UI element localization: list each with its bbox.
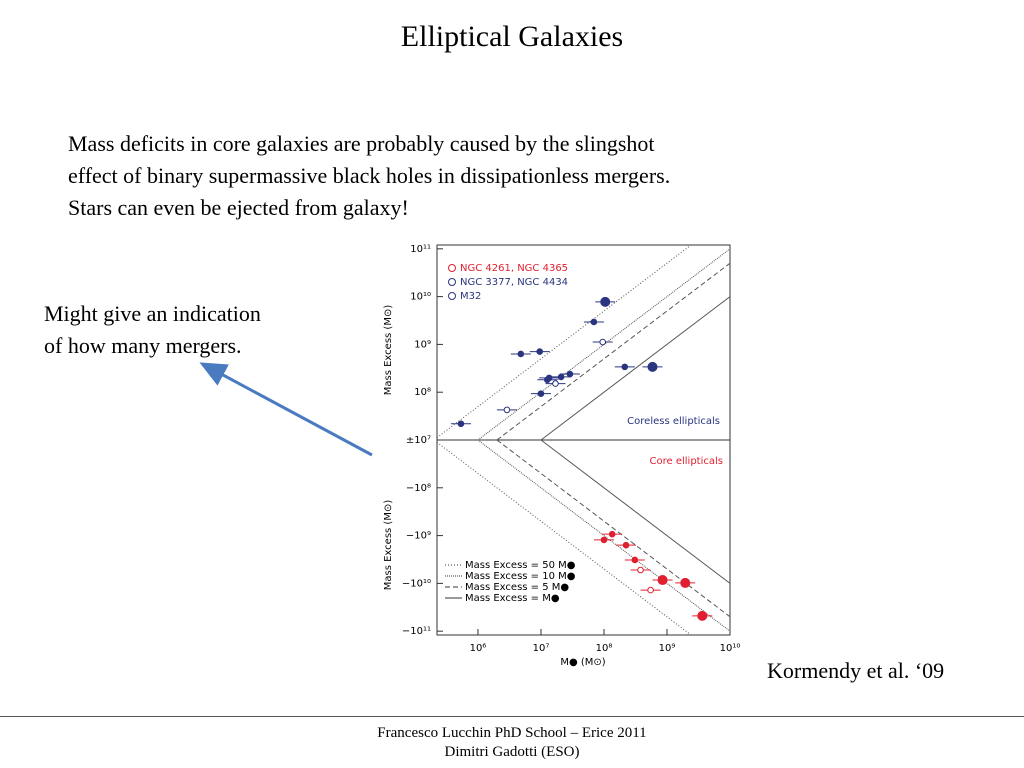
footer: Francesco Lucchin PhD School – Erice 201…	[0, 724, 1024, 762]
line: of how many mergers.	[44, 333, 242, 358]
note: Might give an indication of how many mer…	[44, 298, 261, 362]
y-tick-label: 10⁹	[414, 339, 431, 350]
line: Might give an indication	[44, 301, 261, 326]
credit: Kormendy et al. ‘09	[767, 658, 945, 683]
point	[600, 536, 608, 544]
model-line	[496, 262, 731, 441]
point	[657, 575, 668, 586]
point	[590, 318, 598, 326]
legend-symbol	[448, 264, 456, 272]
point	[637, 566, 644, 574]
y-label: Mass Excess (M⊙)	[383, 305, 394, 396]
point	[599, 338, 607, 346]
point	[503, 406, 511, 414]
point	[566, 370, 574, 378]
point	[457, 420, 465, 428]
model-line	[496, 439, 731, 618]
legend-symbol	[448, 278, 456, 286]
y-tick-label: ±10⁷	[406, 435, 431, 446]
y-tick-label: 10¹¹	[410, 244, 431, 255]
legend-label: NGC 4261, NGC 4365	[460, 263, 568, 274]
point	[697, 610, 708, 621]
line: Dimitri Gadotti (ESO)	[444, 744, 580, 760]
point	[631, 556, 639, 564]
arrow	[199, 362, 373, 457]
x-tick-label: 10⁷	[533, 643, 550, 654]
point	[600, 296, 611, 307]
line: Stars can even be ejected from galaxy!	[68, 195, 409, 220]
panel-label: Core ellipticals	[650, 456, 723, 467]
y-tick-label: 10⁸	[414, 387, 431, 398]
body-text: Mass deficits in core galaxies are proba…	[68, 128, 670, 224]
panel-label: Coreless ellipticals	[627, 416, 720, 427]
legend-label: Mass Excess = M●	[465, 593, 560, 604]
legend-label: Mass Excess = 50 M●	[465, 560, 576, 571]
y-tick-label: −10¹⁰	[402, 578, 431, 589]
model-line	[540, 296, 731, 441]
legend-label: Mass Excess = 5 M●	[465, 582, 569, 593]
title: Elliptical Galaxies	[400, 20, 624, 53]
model-line	[436, 244, 692, 439]
y-tick-label: −10¹¹	[402, 626, 431, 637]
model-line	[477, 439, 731, 632]
point	[647, 586, 654, 594]
model-line	[540, 439, 731, 584]
x-tick-label: 10¹⁰	[720, 643, 741, 654]
footer-rule	[0, 716, 1024, 717]
x-label: M● (M⊙)	[560, 657, 605, 668]
legend-symbol	[448, 292, 456, 300]
point	[557, 373, 565, 381]
x-tick-label: 10⁹	[659, 643, 676, 654]
point	[621, 363, 629, 371]
line: Francesco Lucchin PhD School – Erice 201…	[377, 725, 647, 741]
point	[608, 530, 616, 538]
legend-label: M32	[460, 291, 481, 302]
y-tick-label: −10⁹	[406, 531, 431, 542]
model-line	[436, 441, 692, 636]
point	[552, 380, 559, 387]
point	[537, 390, 545, 397]
y-label: Mass Excess (M⊙)	[383, 500, 394, 591]
line: effect of binary supermassive black hole…	[68, 163, 671, 188]
point	[647, 361, 658, 372]
point	[517, 350, 525, 358]
x-tick-label: 10⁸	[596, 643, 613, 654]
point	[536, 348, 544, 355]
y-tick-label: −10⁸	[406, 483, 431, 494]
point	[622, 541, 630, 549]
legend-label: NGC 3377, NGC 4434	[460, 277, 568, 288]
x-tick-label: 10⁶	[470, 643, 487, 654]
point	[543, 376, 551, 384]
y-tick-label: 10¹⁰	[410, 292, 431, 303]
legend-label: Mass Excess = 10 M●	[465, 571, 576, 582]
line: Mass deficits in core galaxies are proba…	[68, 131, 655, 156]
point	[680, 577, 691, 588]
